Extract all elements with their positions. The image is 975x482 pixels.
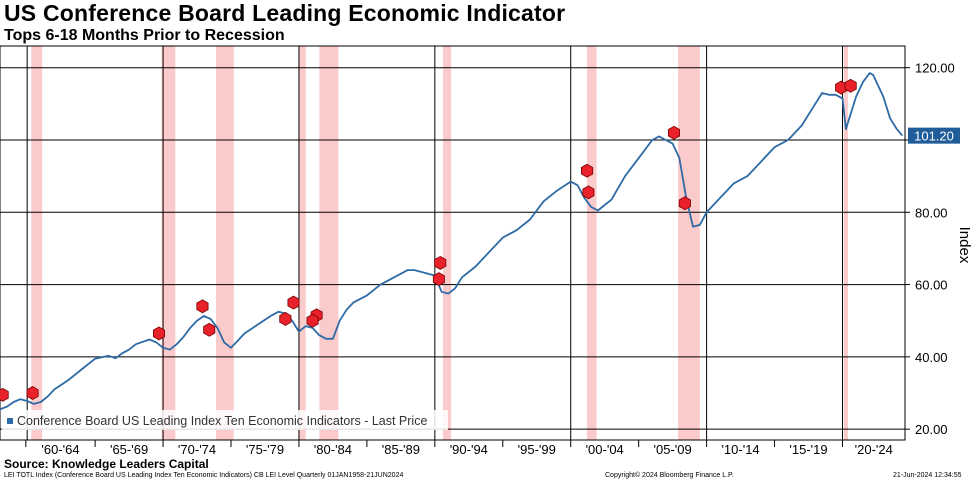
recession-bands — [31, 46, 848, 440]
rec-marker-icon-9 — [434, 255, 447, 270]
x-tick-label-3: '75-'79 — [246, 442, 284, 457]
x-tick-label-1: '65-'69 — [110, 442, 148, 457]
recession-band-0 — [31, 46, 43, 440]
last-price-box — [908, 127, 960, 144]
x-tick-label-12: '20-'24 — [855, 442, 893, 457]
y-tick-labels: 20.00 40.00 60.00 80.00 120.00 — [905, 61, 955, 437]
y-tick-label-0: 20.00 — [915, 422, 948, 437]
x-tick-label-6: '90-'94 — [450, 442, 488, 457]
x-tick-label-0: '60-'64 — [41, 442, 79, 457]
footer-series-info: LEI TOTL Index (Conference Board US Lead… — [4, 472, 404, 479]
x-tick-label-9: '05-'09 — [654, 442, 692, 457]
rec-marker-icon-8 — [306, 313, 319, 328]
rec-marker-icon-2 — [152, 326, 166, 341]
recession-band-4 — [319, 46, 339, 440]
series-line-0 — [0, 72, 903, 411]
recession-band-5 — [442, 46, 452, 440]
x-tick-label-4: '80-'84 — [314, 442, 352, 457]
recession-band-7 — [678, 46, 700, 440]
grid-lines — [0, 67, 905, 430]
series-lines — [0, 72, 903, 411]
x-tick-label-5: '85-'89 — [382, 442, 420, 457]
rec-marker-icon-10 — [432, 272, 445, 287]
rec-marker-icon-0 — [0, 387, 9, 402]
last-price-callout: 101.20 — [908, 127, 960, 144]
plot-frame — [0, 45, 906, 441]
rec-marker-icon-4 — [203, 322, 216, 337]
footer-timestamp: 21-Jun-2024 12:34:55 — [893, 472, 962, 479]
legend: Conference Board US Leading Index Ten Ec… — [2, 410, 448, 430]
recession-band-3 — [298, 46, 306, 440]
rec-marker-icon-12 — [582, 185, 595, 200]
legend-label: Conference Board US Leading Index Ten Ec… — [17, 414, 427, 428]
rec-marker-icon-1 — [26, 386, 39, 400]
recession-band-2 — [216, 46, 234, 440]
rec-marker-icon-6 — [279, 311, 292, 326]
last-price-label: 101.20 — [914, 129, 954, 144]
footer-copyright: Copyright© 2024 Bloomberg Finance L.P. — [605, 472, 734, 479]
rec-markers — [0, 78, 857, 402]
y-tick-label-1: 40.00 — [915, 350, 948, 365]
decade-divider-lines — [26, 46, 843, 440]
x-tick-label-11: '15-'19 — [789, 442, 827, 457]
legend-box — [2, 410, 448, 430]
source-note: Source: Knowledge Leaders Capital — [4, 457, 209, 471]
y-tick-label-3: 80.00 — [915, 205, 948, 220]
rec-marker-icon-13 — [668, 125, 680, 140]
y-tick-label-2: 60.00 — [915, 278, 948, 293]
x-tick-label-7: '95-'99 — [518, 442, 556, 457]
y-axis-label: Index — [956, 227, 973, 264]
recession-band-1 — [161, 46, 176, 440]
x-tick-label-10: '10-'14 — [721, 442, 759, 457]
rec-marker-icon-16 — [844, 78, 857, 93]
chart-subtitle: Tops 6-18 Months Prior to Recession — [4, 27, 285, 44]
y-tick-label-5: 120.00 — [915, 61, 955, 76]
x-tick-label-2: '70-'74 — [178, 442, 216, 457]
rec-marker-icon-3 — [196, 299, 209, 314]
chart-title: US Conference Board Leading Economic Ind… — [4, 0, 566, 26]
legend-swatch — [7, 418, 13, 424]
rec-marker-icon-14 — [678, 196, 691, 211]
recession-band-6 — [587, 46, 597, 440]
x-tick-labels: '60-'64 '65-'69 '70-'74 '75-'79 '80-'84 '85-'… — [25, 440, 893, 457]
rec-marker-icon-11 — [581, 163, 594, 178]
recession-band-8 — [843, 46, 848, 440]
x-tick-label-8: '00-'04 — [586, 442, 624, 457]
rec-marker-icon-5 — [287, 295, 300, 310]
